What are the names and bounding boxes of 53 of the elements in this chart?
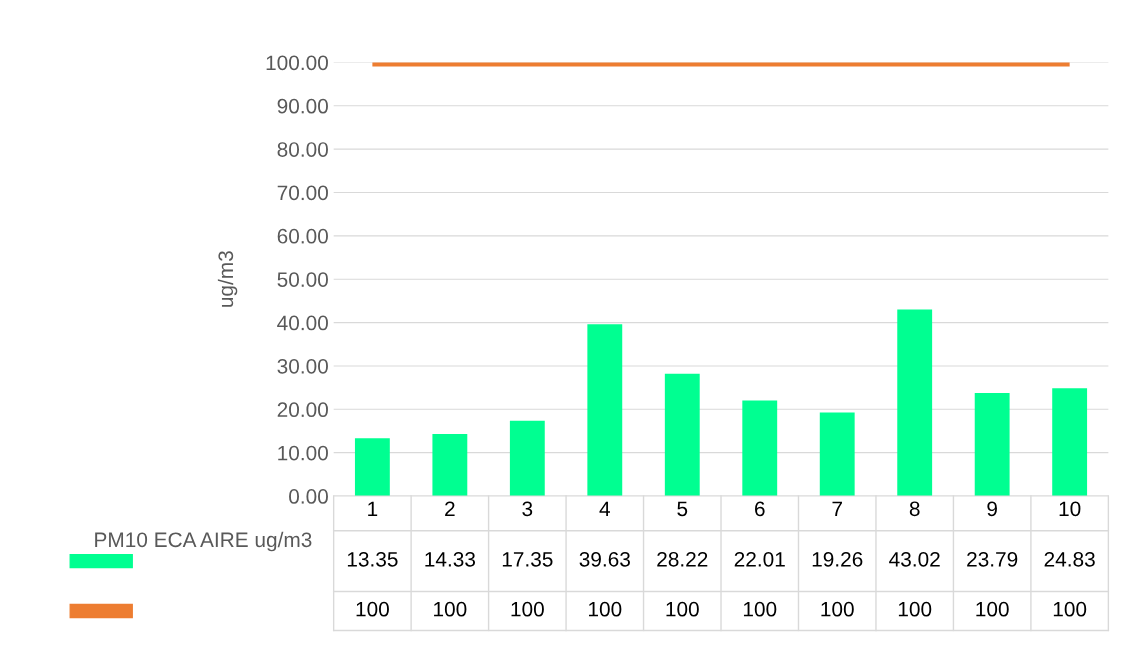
data-label: 100 xyxy=(821,601,854,617)
x-tick-label: 6 xyxy=(755,501,765,517)
data-label: 14.33 xyxy=(425,551,476,567)
data-label: 100 xyxy=(898,601,932,617)
data-label: 22.01 xyxy=(734,551,785,567)
data-label: 100 xyxy=(511,601,544,617)
bar xyxy=(1052,388,1088,497)
bar xyxy=(587,324,623,497)
data-label: 13.35 xyxy=(347,551,398,567)
data-label: 23.79 xyxy=(967,551,1018,567)
bar xyxy=(509,420,545,497)
data-label: 17.35 xyxy=(502,551,553,567)
data-label: 39.63 xyxy=(579,551,630,567)
x-tick-label: 4 xyxy=(599,501,610,516)
data-label: 24.83 xyxy=(1044,551,1095,567)
bar xyxy=(742,400,778,497)
data-label: 100 xyxy=(1053,601,1087,617)
data-label: 100 xyxy=(666,601,699,617)
y-tick-label: 30.00 xyxy=(277,358,328,374)
x-tick-label: 7 xyxy=(832,501,842,516)
y-tick-label: 100.00 xyxy=(266,55,328,71)
y-tick-label: 20.00 xyxy=(277,402,328,418)
x-tick-label: 9 xyxy=(987,501,997,517)
y-tick-label: 90.00 xyxy=(277,98,328,114)
data-label: 43.02 xyxy=(889,551,940,567)
bar xyxy=(819,412,855,497)
y-tick-label: 60.00 xyxy=(277,228,328,244)
y-tick-label: 0.00 xyxy=(289,489,328,504)
y-tick-label: 40.00 xyxy=(277,315,328,331)
text: PM10 ECA AIRE ug/m3 xyxy=(95,531,312,552)
x-tick-label: 5 xyxy=(677,501,688,517)
x-tick-label: 8 xyxy=(909,501,920,517)
data-label: 100 xyxy=(589,601,622,617)
bar xyxy=(432,433,468,497)
bar xyxy=(664,373,700,497)
x-tick-label: 10 xyxy=(1059,501,1081,517)
bar xyxy=(974,392,1010,497)
data-label: 100 xyxy=(976,601,1009,617)
y-tick-label: 50.00 xyxy=(277,272,328,287)
y-tick-label: 70.00 xyxy=(277,185,328,201)
x-tick-label: 2 xyxy=(445,501,455,516)
y-axis-title: ug/m3 xyxy=(217,251,238,307)
bar xyxy=(897,309,933,497)
y-tick-label: 10.00 xyxy=(278,445,328,461)
y-tick-label: 80.00 xyxy=(277,142,328,157)
x-tick-label: 1 xyxy=(368,501,378,516)
data-label: 28.22 xyxy=(657,551,708,567)
data-label: 100 xyxy=(356,601,389,617)
data-label: 100 xyxy=(434,601,467,617)
data-label: 19.26 xyxy=(812,551,863,567)
x-tick-label: 3 xyxy=(522,501,533,517)
data-label: 100 xyxy=(743,601,777,617)
bar xyxy=(354,438,390,497)
